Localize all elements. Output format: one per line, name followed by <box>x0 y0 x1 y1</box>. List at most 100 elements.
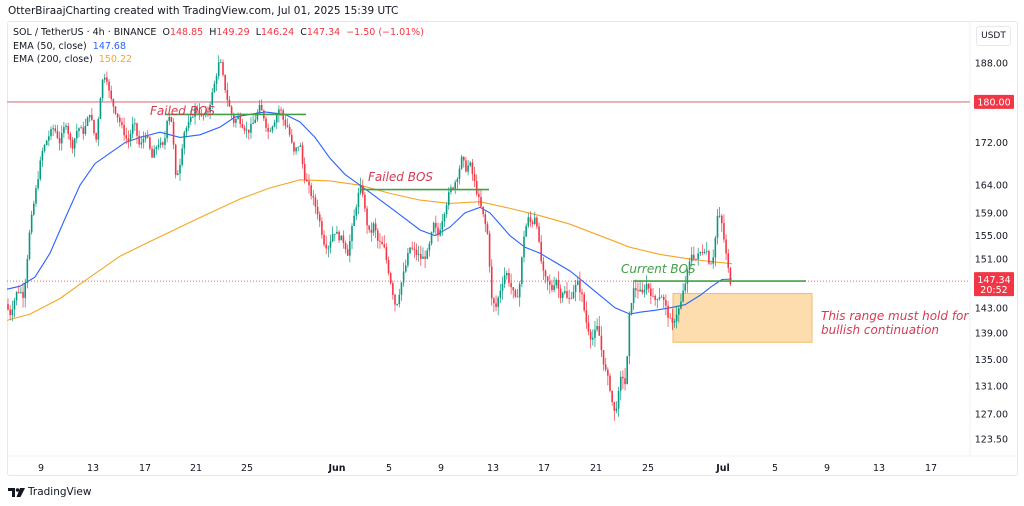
candle-down <box>308 181 310 186</box>
ema50-row[interactable]: EMA (50, close) 147.68 <box>13 40 424 54</box>
candle-down <box>529 217 532 222</box>
ema50-line[interactable] <box>6 111 733 315</box>
time-axis-label: 25 <box>241 463 253 474</box>
candle-up <box>217 62 220 77</box>
candle-up <box>467 165 469 172</box>
bar-countdown-label: 20:52 <box>980 285 1007 296</box>
candle-up <box>99 98 102 120</box>
ema50-value: 147.68 <box>92 40 127 52</box>
time-axis-label: Jul <box>715 463 730 474</box>
candle-up <box>686 270 689 284</box>
candle-down <box>385 247 388 261</box>
candle-up <box>43 145 46 151</box>
candle-up <box>632 288 635 304</box>
candle-down <box>452 187 454 189</box>
candle-down <box>228 100 231 107</box>
candle-down <box>368 225 370 230</box>
candle-down <box>695 258 697 260</box>
candle-up <box>503 275 506 285</box>
zone-annotation-text: bullish continuation <box>821 323 939 337</box>
candle-up <box>628 313 631 357</box>
candle-down <box>162 142 164 145</box>
tradingview-brand[interactable]: TradingView <box>8 486 91 498</box>
candle-down <box>243 127 246 131</box>
candle-down <box>288 126 291 135</box>
candle-down <box>286 125 289 127</box>
zone-annotation-text: This range must hold for <box>821 309 969 323</box>
candle-up <box>211 92 214 105</box>
candle-up <box>250 123 252 133</box>
candle-up <box>245 129 248 131</box>
symbol-row: SOL / TetherUS · 4h · BINANCE O148.85 H1… <box>13 26 424 40</box>
candle-up <box>690 254 693 262</box>
candle-up <box>33 203 35 215</box>
candle-up <box>518 284 521 298</box>
candle-down <box>316 206 319 215</box>
time-axis-label: 5 <box>772 463 778 474</box>
candle-up <box>37 179 39 189</box>
candle-down <box>314 197 317 207</box>
candle-down <box>607 369 609 376</box>
ema200-line[interactable] <box>6 179 733 321</box>
candle-up <box>576 280 579 285</box>
candle-up <box>682 290 684 302</box>
candle-down <box>710 263 712 265</box>
candle-up <box>297 146 300 148</box>
candle-up <box>615 408 618 411</box>
candle-down <box>413 248 416 250</box>
candle-up <box>20 291 22 293</box>
candle-down <box>224 74 226 91</box>
candle-up <box>181 148 183 165</box>
chart-credit: OtterBiraajCharting created with Trading… <box>8 5 399 17</box>
candle-up <box>501 284 504 291</box>
candle-up <box>60 133 63 144</box>
candle-down <box>321 221 323 235</box>
candle-down <box>108 81 110 91</box>
currency-button[interactable]: USDT <box>976 26 1011 46</box>
ema200-value: 150.22 <box>98 54 133 65</box>
candle-down <box>624 378 626 385</box>
candle-down <box>693 254 695 259</box>
price-axis-label: 127.00 <box>975 409 1008 420</box>
candle-up <box>209 104 211 113</box>
candle-up <box>426 250 429 259</box>
candle-down <box>609 375 611 391</box>
candle-up <box>269 130 272 132</box>
failed-bos-label: Failed BOS <box>150 104 215 118</box>
failed-bos-label: Failed BOS <box>368 170 433 184</box>
candle-down <box>512 287 515 291</box>
candle-up <box>553 285 555 291</box>
candle-down <box>241 123 244 128</box>
price-axis-label: 123.50 <box>975 435 1008 446</box>
candle-down <box>721 215 723 224</box>
candle-down <box>54 128 57 132</box>
candle-down <box>260 104 263 111</box>
candle-down <box>291 134 293 143</box>
candle-down <box>654 295 656 300</box>
symbol-label[interactable]: SOL / TetherUS · 4h · BINANCE <box>13 27 157 38</box>
last-price-badge <box>974 272 1014 297</box>
candle-down <box>729 267 732 285</box>
candle-down <box>123 124 125 136</box>
candle-down <box>723 223 725 240</box>
candle-up <box>26 258 29 284</box>
candle-up <box>131 124 134 134</box>
candle-up <box>11 309 14 316</box>
time-axis-label: 21 <box>190 463 202 474</box>
candle-up <box>35 188 37 204</box>
candle-down <box>551 284 553 291</box>
candle-up <box>187 121 190 128</box>
candle-down <box>387 260 390 274</box>
price-axis-label: 155.00 <box>975 231 1008 242</box>
candle-up <box>619 376 622 391</box>
candle-up <box>432 222 435 233</box>
candle-up <box>630 303 633 314</box>
candle-up <box>52 128 54 130</box>
candle-down <box>7 304 9 310</box>
candle-down <box>484 214 487 225</box>
candle-up <box>684 283 687 291</box>
support-zone[interactable] <box>672 293 813 343</box>
ema200-row[interactable]: EMA (200, close) 150.22 <box>13 53 424 67</box>
candle-up <box>65 125 67 128</box>
